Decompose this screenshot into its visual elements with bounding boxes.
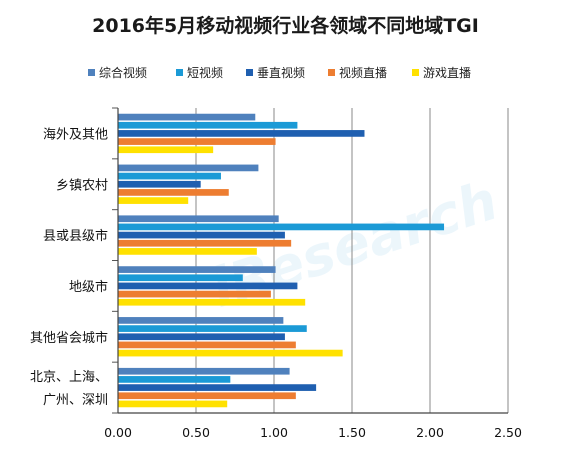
bar-3-1 [118,130,365,137]
legend-label: 游戏直播 [423,66,471,80]
bar-4-5 [118,341,296,349]
bar-2-4 [118,274,243,282]
bar-2-1 [118,121,298,129]
bar-3-4 [118,282,298,290]
x-tick-label: 0.50 [182,425,210,440]
bar-3-5 [118,333,285,341]
legend-swatch [328,69,335,76]
bar-1-4 [118,266,276,273]
category-label: 海外及其他 [43,127,108,142]
bar-1-6 [118,367,290,375]
x-tick-label: 0.00 [104,425,132,440]
bar-5-1 [118,146,214,154]
legend-swatch [176,69,183,76]
bar-3-2 [118,180,201,188]
legend-swatch [412,69,419,76]
category-label: 地级市 [69,279,108,295]
bar-4-6 [118,392,296,400]
bar-2-3 [118,223,445,231]
x-tick-label: 1.50 [338,425,366,440]
category-label: 其他省会城市 [30,330,108,346]
x-tick-label: 2.00 [416,425,444,440]
bar-5-6 [118,400,228,408]
bar-4-2 [118,189,229,196]
chart-title: 2016年5月移动视频行业各领域不同地域TGI [92,14,479,37]
bar-1-3 [118,215,279,223]
legend-label: 视频直播 [339,65,387,80]
category-label: 乡镇农村 [56,178,108,193]
legend-label: 垂直视频 [257,65,305,80]
bar-4-4 [118,290,271,298]
bar-1-1 [118,113,256,121]
legend-swatch [246,69,253,76]
bar-3-3 [118,231,285,239]
category-label: 广州、深圳 [43,393,108,408]
bar-4-3 [118,239,292,247]
bar-5-3 [118,248,257,255]
legend-label: 短视频 [187,65,223,80]
bar-4-1 [118,138,276,145]
bar-5-4 [118,298,306,306]
bar-1-5 [118,317,284,324]
category-label: 北京、上海、 [30,370,108,385]
bar-5-2 [118,197,189,204]
bar-5-5 [118,349,343,357]
legend-label: 综合视频 [99,65,147,80]
bar-1-2 [118,164,259,172]
x-tick-label: 2.50 [494,425,522,440]
legend-swatch [88,69,95,76]
bar-3-6 [118,384,317,391]
bar-2-2 [118,172,221,180]
bar-2-6 [118,376,231,383]
category-label: 县或县级市 [43,228,108,244]
bar-2-5 [118,325,307,332]
x-tick-label: 1.00 [260,425,288,440]
